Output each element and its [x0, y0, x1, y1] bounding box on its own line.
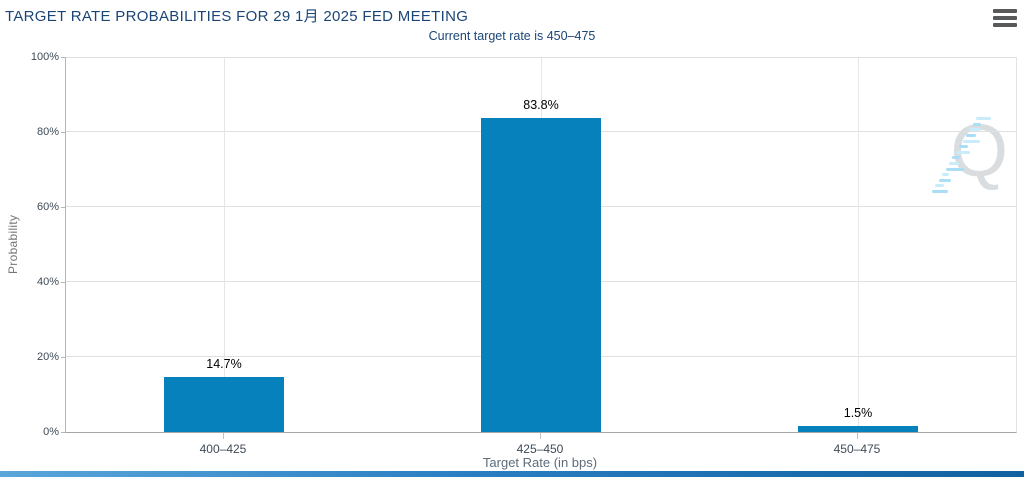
probability-bar[interactable]	[481, 118, 601, 432]
y-axis-tick-label: 60%	[36, 201, 59, 213]
x-axis-tick	[223, 433, 224, 439]
watermark-dash	[945, 167, 964, 171]
watermark-dash	[955, 150, 970, 154]
watermark-dash	[952, 156, 961, 160]
x-axis-tick-label: 425–450	[516, 442, 564, 456]
y-axis-tick-label: 40%	[36, 276, 59, 288]
y-axis-tick	[61, 282, 65, 283]
y-axis-tick-label: 100%	[30, 51, 59, 63]
bar-value-label: 1.5%	[843, 406, 873, 420]
y-axis-tick	[61, 357, 65, 358]
quikstrike-q-logo-icon: Q	[950, 109, 1008, 192]
watermark-dash	[938, 178, 951, 182]
watermark-dash	[972, 122, 981, 126]
y-axis-tick-label: 0%	[43, 426, 59, 438]
watermark-dash	[949, 162, 959, 165]
watermark-dash	[962, 139, 980, 143]
watermark-dash	[976, 117, 992, 121]
page-title: TARGET RATE PROBABILITIES FOR 29 1月 2025…	[5, 8, 469, 25]
hamburger-menu-icon[interactable]	[993, 9, 1017, 29]
x-axis-tick	[540, 433, 541, 439]
hamburger-bar	[993, 16, 1017, 20]
y-axis-tick	[61, 207, 65, 208]
watermark-dash	[966, 134, 976, 137]
bar-value-label: 83.8%	[523, 98, 559, 112]
probability-bar[interactable]	[798, 426, 918, 432]
chart-subtitle: Current target rate is 450–475	[428, 29, 596, 43]
y-axis-tick-label: 20%	[36, 351, 59, 363]
category-gridline	[224, 57, 225, 432]
y-axis-tick	[61, 432, 65, 433]
y-axis-tick	[61, 57, 65, 58]
x-axis-tick-label: 400–425	[199, 442, 247, 456]
plot-area: Q 14.7% 83.8% 1.5%	[65, 57, 1017, 433]
category-gridline	[858, 57, 859, 432]
quikstrike-watermark: Q	[930, 110, 1010, 198]
watermark-dash	[932, 190, 948, 193]
watermark-dash	[959, 145, 969, 149]
y-axis-title: Probability	[6, 214, 20, 275]
hamburger-bar	[993, 23, 1017, 27]
y-axis-tick	[61, 132, 65, 133]
x-axis-tick	[857, 433, 858, 439]
x-axis-tick-label: 450–475	[833, 442, 881, 456]
y-axis-tick-label: 80%	[36, 126, 59, 138]
watermark-dash	[935, 184, 945, 188]
x-axis-title: Target Rate (in bps)	[482, 455, 598, 470]
bar-value-label: 14.7%	[206, 357, 242, 371]
probability-bar[interactable]	[164, 377, 284, 432]
watermark-dash	[942, 173, 950, 177]
hamburger-bar	[993, 9, 1017, 13]
quikstrike-footer-bar	[0, 471, 1024, 477]
